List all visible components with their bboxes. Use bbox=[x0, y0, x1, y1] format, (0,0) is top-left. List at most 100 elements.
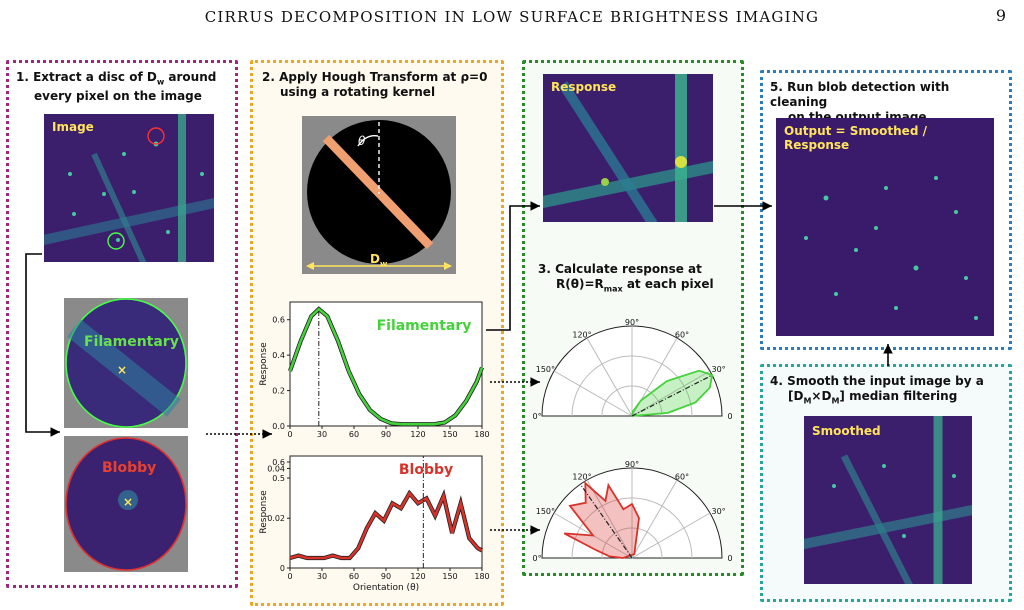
step3-text: 3. Calculate response at R(θ)=Rmax at ea… bbox=[538, 262, 738, 296]
polar-spoke bbox=[631, 512, 711, 559]
step3-line2b: at each pixel bbox=[622, 277, 714, 291]
polar-spoke bbox=[631, 479, 678, 559]
output-image: Output = Smoothed / Response bbox=[776, 118, 994, 336]
polar-tick-label: 180° bbox=[532, 554, 542, 563]
y-axis-label: Response bbox=[259, 490, 269, 534]
step1-sub: w bbox=[156, 77, 165, 87]
polar-spoke bbox=[553, 370, 633, 417]
response-label: Response bbox=[551, 80, 617, 94]
filamentary-polar-plot: 180° 150° 120° 90° 60° 30° 0° bbox=[532, 318, 732, 421]
svg-text:×: × bbox=[123, 495, 133, 509]
series-label: Blobby bbox=[399, 462, 453, 478]
x-tick-label: 180 bbox=[474, 572, 489, 581]
series-line bbox=[289, 491, 483, 560]
hough-kernel: θ Dw bbox=[302, 116, 456, 274]
kernel-dw: Dw bbox=[370, 252, 387, 268]
smoothed-label: Smoothed bbox=[812, 424, 881, 438]
step1-line1b: around bbox=[164, 70, 217, 84]
series-label: Filamentary bbox=[377, 318, 472, 334]
x-tick-label: 90 bbox=[381, 572, 391, 581]
output-label: Output = Smoothed / Response bbox=[784, 124, 927, 152]
kernel-theta: θ bbox=[358, 134, 366, 148]
y-tick-label: 0.0 bbox=[272, 422, 285, 431]
polar-response bbox=[563, 481, 640, 559]
step2-line2: using a rotating kernel bbox=[280, 85, 436, 99]
step4-line2b: ] median filtering bbox=[839, 389, 958, 403]
blobby-polar-plot: 180° 150° 120° 90° 60° 30° 0° bbox=[532, 460, 732, 563]
step1-text: 1. Extract a disc of Dw around every pix… bbox=[16, 70, 232, 104]
x-tick-label: 120 bbox=[410, 572, 425, 581]
step1-line2: every pixel on the image bbox=[34, 89, 202, 104]
polar-spoke bbox=[586, 479, 633, 559]
step2-text: 2. Apply Hough Transform at ρ=0 using a … bbox=[262, 70, 492, 100]
polar-tick-label: 90° bbox=[625, 460, 639, 469]
polar-tick-label: 60° bbox=[675, 473, 689, 482]
polar-spoke bbox=[631, 370, 711, 417]
image-label: Image bbox=[52, 120, 94, 134]
x-tick-label: 120 bbox=[410, 430, 425, 439]
step1-line1: 1. Extract a disc of D bbox=[16, 70, 157, 84]
panel-step1 bbox=[6, 60, 238, 588]
polar-tick-label: 30° bbox=[712, 507, 726, 516]
y-tick-label: 0.2 bbox=[272, 387, 285, 396]
polar-tick-label: 120° bbox=[572, 473, 591, 482]
x-tick-label: 0 bbox=[287, 430, 292, 439]
kernel-dw-sub: w bbox=[379, 259, 388, 269]
y-tick-label: 0 bbox=[280, 564, 285, 573]
step3-line1: 3. Calculate response at bbox=[538, 262, 702, 276]
blobby-disc-label: Blobby bbox=[102, 460, 157, 476]
y-axis-label: Response bbox=[259, 342, 269, 386]
x-tick-label: 150 bbox=[442, 572, 457, 581]
response-image: Response bbox=[543, 74, 713, 222]
step4-text: 4. Smooth the input image by a [DM×DM] m… bbox=[770, 374, 1006, 408]
polar-tick-label: 0° bbox=[727, 412, 732, 421]
x-tick-label: 60 bbox=[349, 430, 359, 439]
polar-tick-label: 60° bbox=[675, 331, 689, 340]
blobby-disc: × Blobby bbox=[64, 436, 188, 572]
input-image: Image bbox=[44, 114, 214, 262]
step4-line2a: [D bbox=[788, 389, 804, 403]
polar-tick-label: 180° bbox=[532, 412, 542, 421]
blobby-plot: 0 30 60 90 120 150 180 0 0.02 0.04 Response Blobby O… bbox=[259, 455, 490, 593]
page-header: CIRRUS DECOMPOSITION IN LOW SURFACE BRIG… bbox=[0, 0, 1024, 30]
filamentary-plot: 0 30 60 90 120 150 180 0.0 0.2 0.4 0.6 Response Fila… bbox=[259, 301, 490, 439]
polar-tick-label: 0° bbox=[727, 554, 732, 563]
filamentary-disc-label: Filamentary bbox=[84, 334, 179, 350]
y-tick-label: 0.6 bbox=[272, 316, 285, 325]
smoothed-image: Smoothed bbox=[804, 416, 972, 584]
y-tick-label: 0.6 bbox=[272, 458, 285, 467]
step2-line1: 2. Apply Hough Transform at ρ=0 bbox=[262, 70, 488, 84]
step4-sub1: M bbox=[803, 396, 812, 406]
x-tick-label: 90 bbox=[381, 430, 391, 439]
svg-text:×: × bbox=[117, 363, 127, 377]
step4-mid: ×D bbox=[811, 389, 832, 403]
disc-markers bbox=[107, 127, 165, 250]
step3-sub: max bbox=[603, 284, 623, 294]
y-tick-label: 0.04 bbox=[267, 464, 285, 473]
polar-tick-label: 150° bbox=[536, 365, 555, 374]
x-tick-label: 150 bbox=[442, 430, 457, 439]
polar-tick-label: 30° bbox=[712, 365, 726, 374]
polar-tick-label: 120° bbox=[572, 331, 591, 340]
step4-line1: 4. Smooth the input image by a bbox=[770, 374, 984, 388]
polar-response bbox=[630, 369, 714, 417]
series-line bbox=[288, 307, 484, 426]
x-axis-label: Orientation (θ) bbox=[353, 583, 419, 593]
y-tick-label: 0.02 bbox=[267, 514, 285, 523]
step4-sub2: M bbox=[831, 396, 840, 406]
step5-line1: 5. Run blob detection with cleaning bbox=[770, 80, 950, 109]
x-tick-label: 180 bbox=[474, 430, 489, 439]
x-tick-label: 30 bbox=[317, 572, 327, 581]
polar-tick-label: 150° bbox=[536, 507, 555, 516]
kernel-dw-text: D bbox=[370, 252, 380, 266]
filamentary-disc: × Filamentary bbox=[64, 298, 188, 428]
y-tick-label: 0.4 bbox=[272, 351, 285, 360]
step3-line2a: R(θ)=R bbox=[556, 277, 604, 291]
x-tick-label: 60 bbox=[349, 572, 359, 581]
running-title: CIRRUS DECOMPOSITION IN LOW SURFACE BRIG… bbox=[204, 8, 820, 26]
polar-tick-label: 90° bbox=[625, 318, 639, 327]
page-number: 9 bbox=[995, 6, 1006, 25]
x-tick-label: 0 bbox=[287, 572, 292, 581]
y-tick-label: 0.5 bbox=[272, 474, 285, 483]
